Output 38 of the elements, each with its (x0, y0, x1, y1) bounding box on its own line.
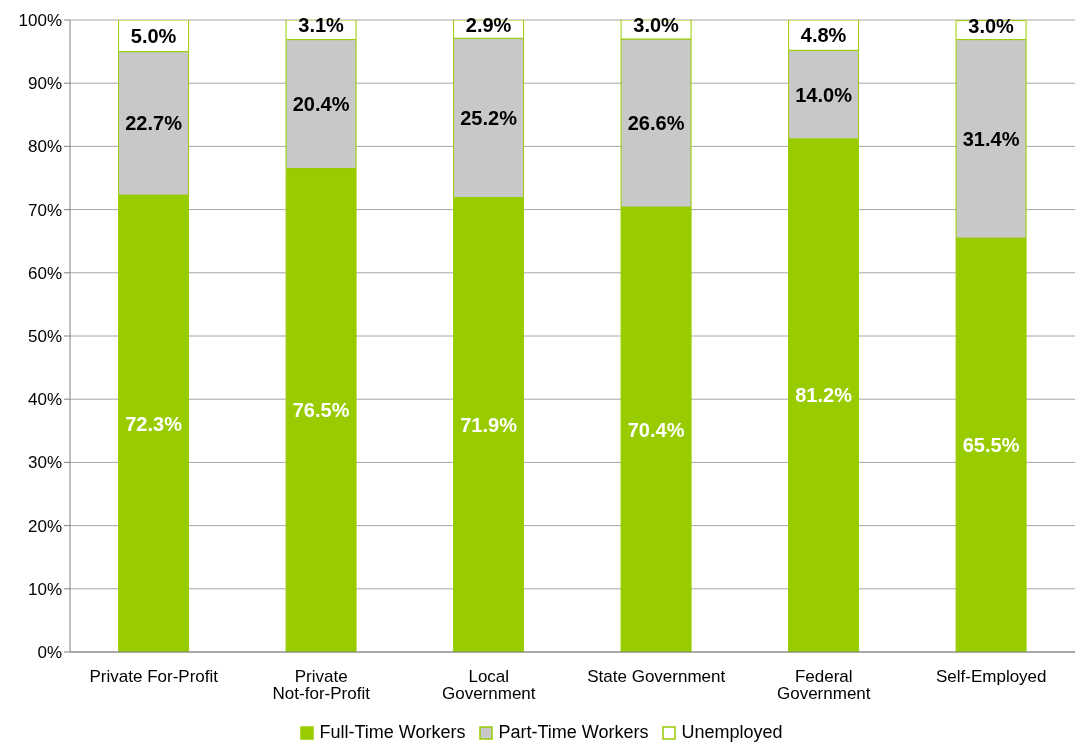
y-tick-label: 100% (18, 11, 62, 31)
y-tick-label: 70% (27, 200, 62, 220)
data-label: 20.4% (292, 93, 350, 116)
y-tick-label: 50% (27, 327, 62, 347)
data-label: 81.2% (795, 384, 853, 407)
data-label: 26.6% (627, 112, 685, 135)
data-label: 72.3% (125, 412, 183, 435)
y-tick-label: 80% (27, 137, 62, 157)
y-tick-label: 10% (27, 579, 62, 599)
data-label: 3.0% (633, 14, 680, 36)
y-tick-label: 30% (27, 453, 62, 473)
data-label: 76.5% (292, 399, 350, 422)
y-tick-label: 40% (27, 390, 62, 410)
x-tick-label: State Government (587, 667, 726, 687)
legend-label: Unemployed (681, 722, 783, 743)
x-tick-label: Federal Government (776, 667, 871, 704)
data-label: 25.2% (460, 106, 518, 129)
x-tick-label: Private Not-for-Profit (272, 667, 371, 704)
data-label: 22.7% (125, 112, 183, 135)
data-label: 5.0% (130, 24, 177, 47)
y-tick-label: 90% (27, 74, 62, 94)
data-label: 2.9% (465, 14, 512, 36)
data-label: 14.0% (795, 83, 853, 106)
data-label: 4.8% (800, 24, 847, 47)
x-tick-label: Self-Employed (935, 667, 1047, 687)
y-tick-label: 0% (37, 643, 62, 663)
data-label: 3.1% (298, 14, 345, 36)
y-tick-label: 60% (27, 263, 62, 283)
data-label: 65.5% (962, 434, 1020, 457)
x-tick-label: Private For-Profit (89, 667, 219, 687)
data-label: 71.9% (460, 413, 518, 436)
y-tick-label: 20% (27, 516, 62, 536)
x-tick-label: Local Government (441, 667, 536, 704)
data-label: 3.0% (968, 14, 1015, 37)
legend-label: Part-Time Workers (498, 722, 649, 743)
data-label: 70.4% (627, 418, 685, 441)
legend-label: Full-Time Workers (319, 722, 466, 743)
data-label: 31.4% (962, 127, 1020, 150)
